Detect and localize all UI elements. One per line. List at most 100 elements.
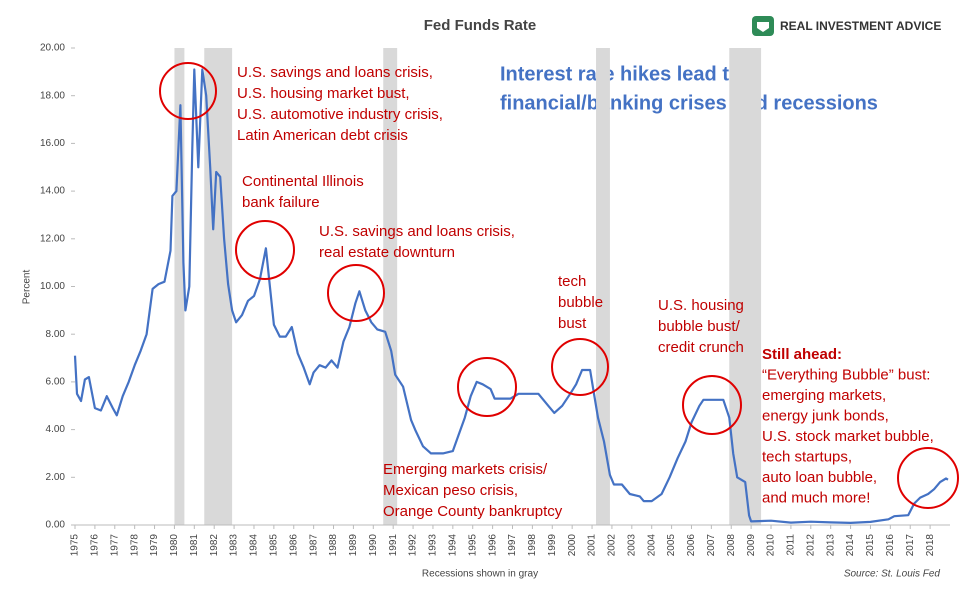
x-axis-label: Recessions shown in gray <box>422 569 538 580</box>
y-tick-label: 6.00 <box>46 377 66 388</box>
highlight-circle <box>159 62 217 120</box>
brand: REAL INVESTMENT ADVICE <box>780 19 941 33</box>
annotation: tech <box>558 273 586 290</box>
x-tick-label: 2016 <box>885 534 896 557</box>
x-tick-label: 1996 <box>487 534 498 557</box>
y-tick-label: 0.00 <box>46 520 66 531</box>
x-tick-label: 1985 <box>269 534 280 557</box>
x-tick-label: 2010 <box>766 534 777 557</box>
x-tick-label: 1989 <box>348 534 359 557</box>
annotation: and much more! <box>762 489 870 506</box>
x-tick-label: 1982 <box>209 534 220 557</box>
x-tick-label: 2015 <box>865 534 876 557</box>
y-tick-label: 4.00 <box>46 424 66 435</box>
highlight-circle <box>897 447 959 509</box>
x-tick-label: 1977 <box>109 534 120 557</box>
annotation: Orange County bankruptcy <box>383 503 563 520</box>
x-tick-label: 1991 <box>388 534 399 557</box>
annotation: Continental Illinois <box>242 173 364 190</box>
annotation: emerging markets, <box>762 387 886 404</box>
annotation: tech startups, <box>762 448 852 465</box>
x-tick-label: 1976 <box>90 534 101 557</box>
x-tick-label: 1990 <box>368 534 379 557</box>
x-tick-label: 2005 <box>666 534 677 557</box>
series-line <box>73 68 949 524</box>
annotation: bubble bust/ <box>658 318 741 335</box>
x-tick-label: 2018 <box>925 534 936 557</box>
x-tick-label: 2008 <box>726 534 737 557</box>
annotation: U.S. automotive industry crisis, <box>237 106 443 123</box>
x-tick-label: 2017 <box>905 534 916 557</box>
x-tick-label: 1984 <box>249 534 260 557</box>
x-tick-label: 2006 <box>686 534 697 557</box>
annotation: U.S. savings and loans crisis, <box>319 223 515 240</box>
recession-band <box>729 48 762 525</box>
headline: Interest rate hikes lead to <box>500 63 741 85</box>
annotation: U.S. savings and loans crisis, <box>237 64 433 81</box>
headline: financial/banking crises and recessions <box>500 92 878 114</box>
x-tick-label: 1992 <box>408 534 419 557</box>
highlight-circle <box>457 357 517 417</box>
x-tick-label: 2002 <box>607 534 618 557</box>
y-tick-label: 18.00 <box>40 90 65 101</box>
x-tick-label: 1987 <box>308 534 319 557</box>
source: Source: St. Louis Fed <box>844 569 941 580</box>
recession-band <box>596 48 610 525</box>
recession-band <box>174 48 185 525</box>
x-tick-label: 1983 <box>229 534 240 557</box>
x-tick-label: 1998 <box>527 534 538 557</box>
x-tick-label: 2004 <box>646 534 657 557</box>
x-tick-label: 1979 <box>149 534 160 557</box>
x-tick-label: 1988 <box>328 534 339 557</box>
annotation: energy junk bonds, <box>762 407 889 424</box>
x-tick-label: 2012 <box>805 534 816 557</box>
annotation: bubble <box>558 294 603 311</box>
y-tick-label: 2.00 <box>46 472 66 483</box>
annotation: Latin American debt crisis <box>237 127 408 144</box>
x-tick-label: 2000 <box>567 534 578 557</box>
highlight-circle <box>682 375 742 435</box>
annotation: bust <box>558 315 587 332</box>
annotation: Still ahead: <box>762 346 842 363</box>
annotation: Mexican peso crisis, <box>383 482 518 499</box>
y-tick-label: 10.00 <box>40 281 65 292</box>
x-tick-label: 1978 <box>129 534 140 557</box>
annotation: bank failure <box>242 194 320 211</box>
y-axis-label: Percent <box>22 270 33 305</box>
x-tick-label: 2013 <box>825 534 836 557</box>
x-tick-label: 2001 <box>587 534 598 557</box>
x-tick-label: 1981 <box>189 534 200 557</box>
x-tick-label: 1980 <box>169 534 180 557</box>
recession-band <box>383 48 398 525</box>
chart-title: Fed Funds Rate <box>424 17 537 34</box>
x-tick-label: 2009 <box>746 534 757 557</box>
annotation: credit crunch <box>658 339 744 356</box>
annotation: Emerging markets crisis/ <box>383 461 548 478</box>
annotation: auto loan bubble, <box>762 469 877 486</box>
x-tick-label: 1986 <box>288 534 299 557</box>
annotation: “Everything Bubble” bust: <box>762 366 930 383</box>
y-tick-label: 20.00 <box>40 43 65 54</box>
x-tick-label: 1999 <box>547 534 558 557</box>
annotation: U.S. stock market bubble, <box>762 428 934 445</box>
x-tick-label: 1997 <box>507 534 518 557</box>
y-tick-label: 16.00 <box>40 138 65 149</box>
highlight-circle <box>327 264 385 322</box>
annotation: U.S. housing market bust, <box>237 85 410 102</box>
x-tick-label: 2014 <box>845 534 856 557</box>
y-tick-label: 8.00 <box>46 329 66 340</box>
x-tick-label: 2007 <box>706 534 717 557</box>
brand-logo <box>752 16 774 36</box>
x-tick-label: 2003 <box>626 534 637 557</box>
x-tick-label: 1993 <box>428 534 439 557</box>
highlight-circle <box>551 338 609 396</box>
x-tick-label: 1975 <box>70 534 81 557</box>
x-tick-label: 1994 <box>447 534 458 557</box>
annotation: U.S. housing <box>658 297 744 314</box>
x-tick-label: 2011 <box>786 534 797 556</box>
highlight-circle <box>235 220 295 280</box>
y-tick-label: 14.00 <box>40 186 65 197</box>
y-tick-label: 12.00 <box>40 233 65 244</box>
x-tick-label: 1995 <box>467 534 478 557</box>
